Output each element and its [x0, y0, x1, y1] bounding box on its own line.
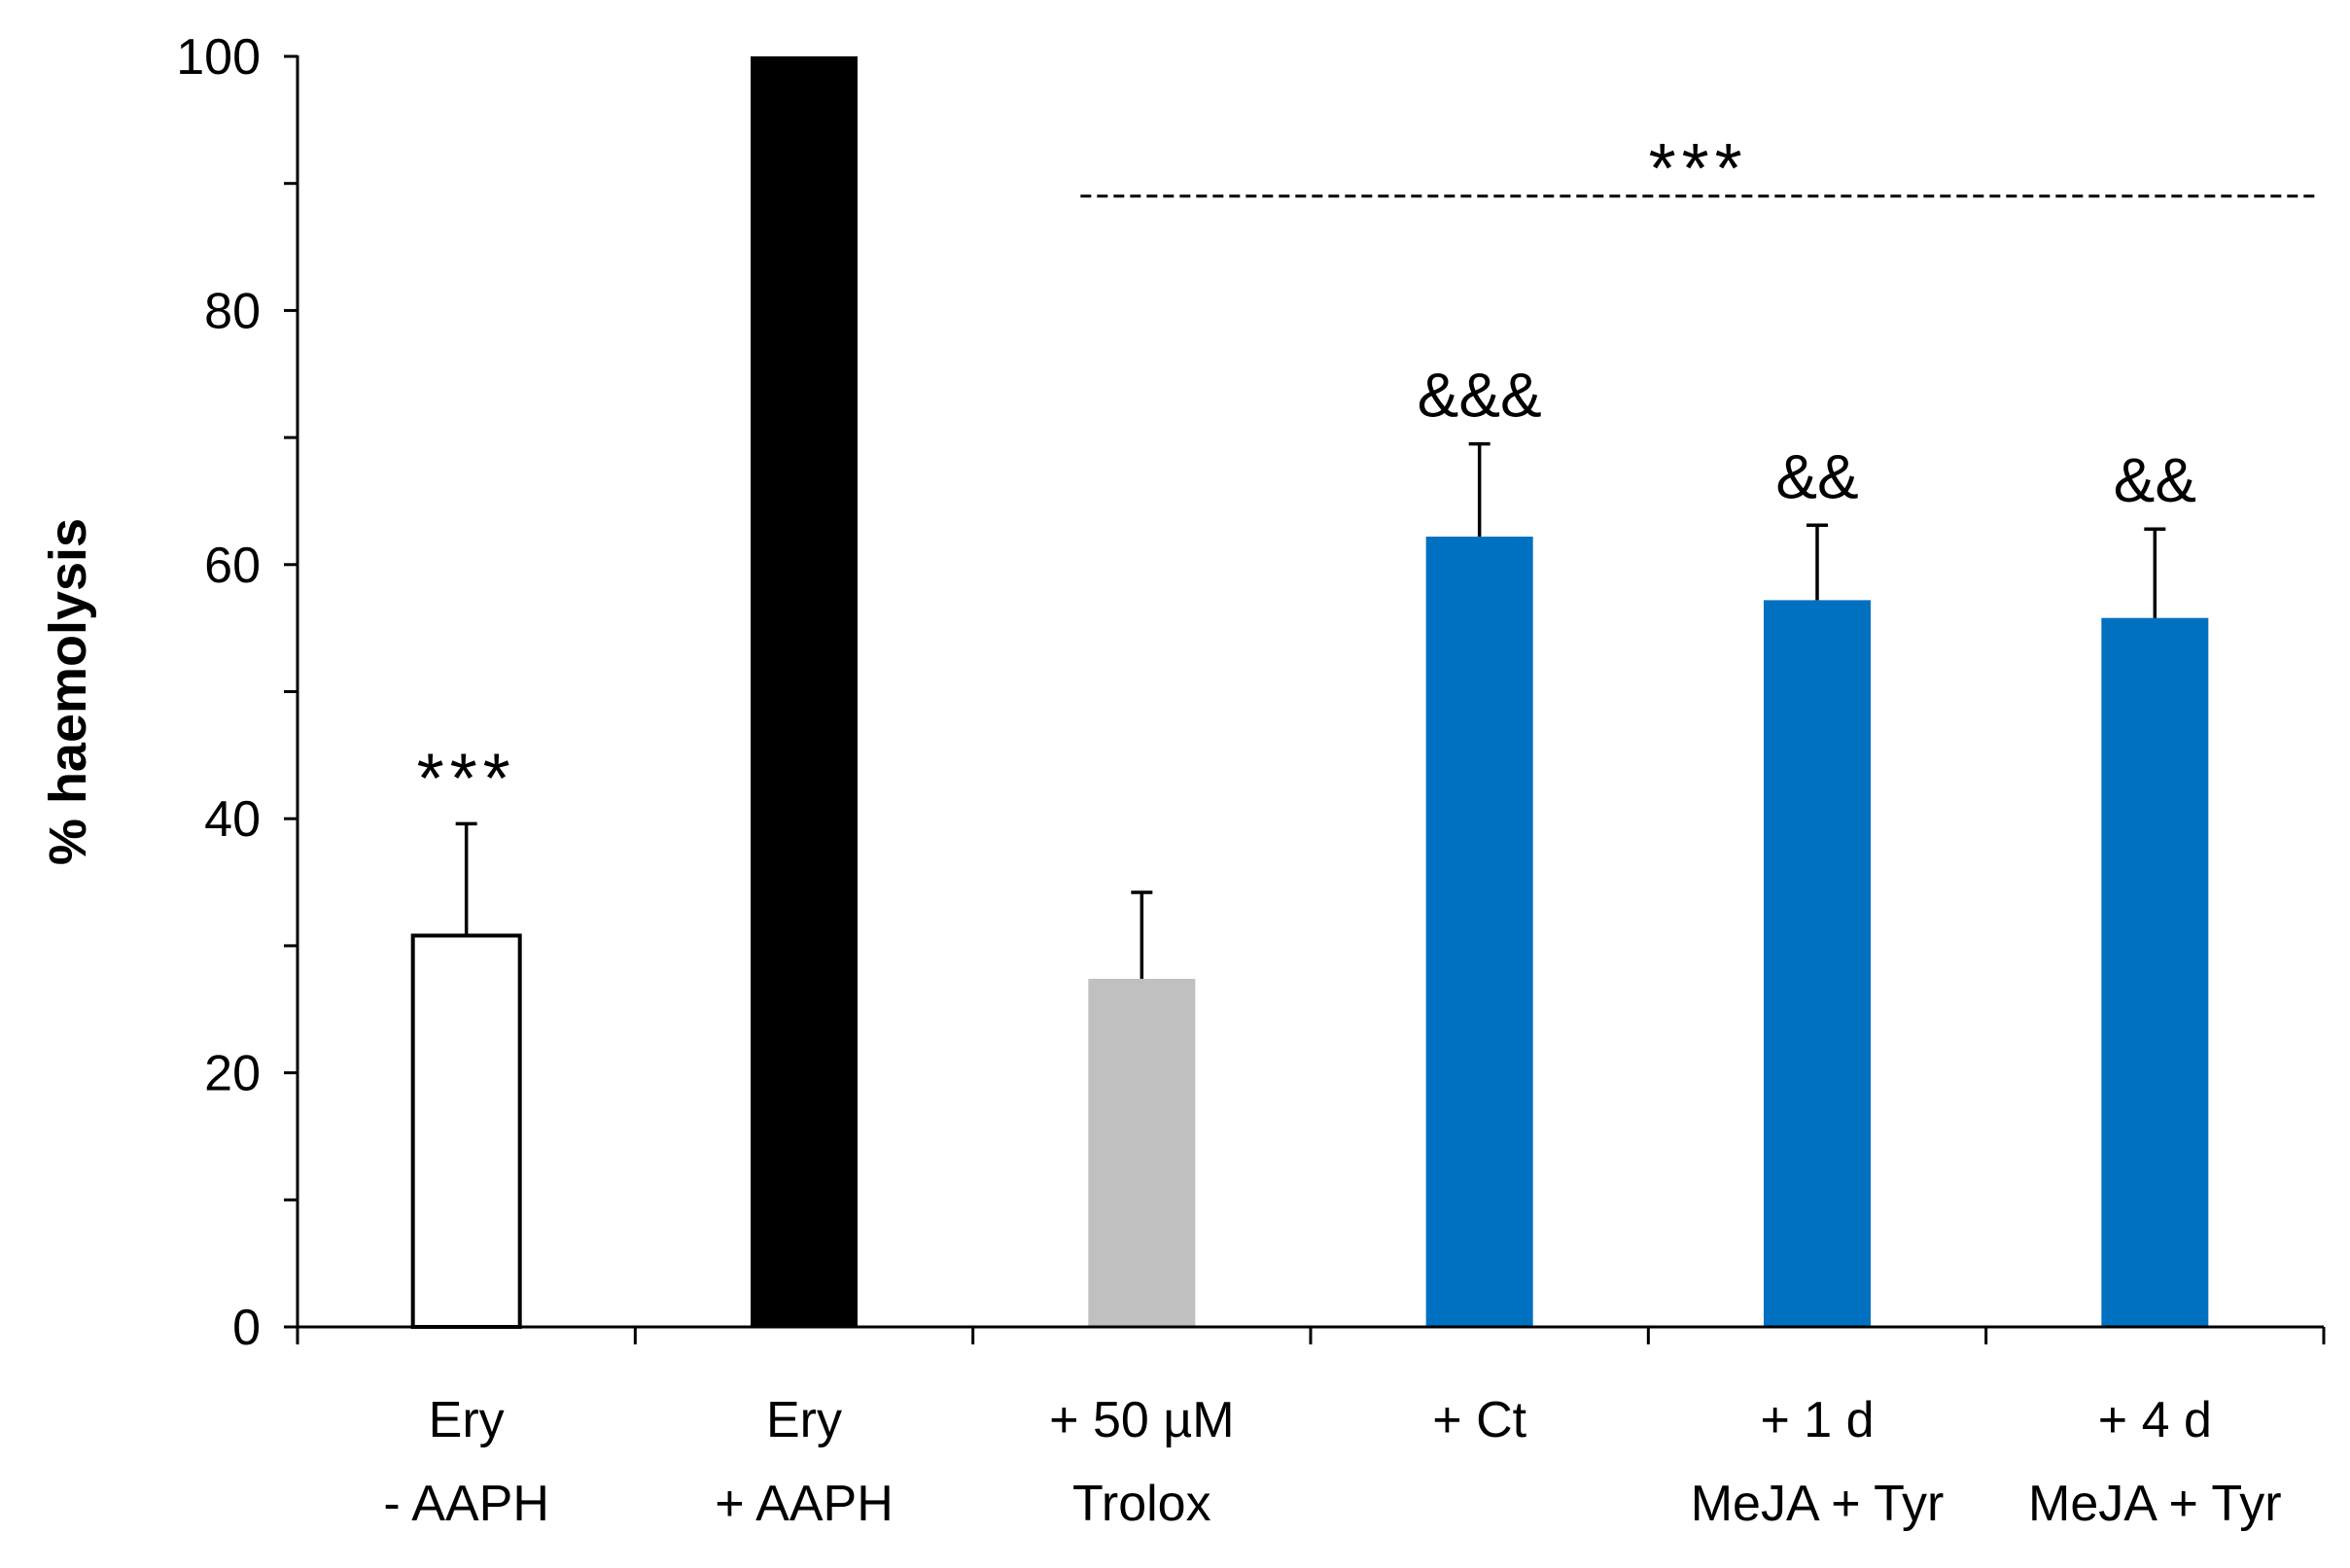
y-tick-label-80: 80 [204, 283, 261, 339]
group-annotation-text: *** [1649, 130, 1748, 208]
y-tick-label-60: 60 [204, 538, 261, 594]
bar-3 [1425, 537, 1533, 1327]
category-label-5: + 4 d MeJA + Tyr [2028, 1392, 2282, 1532]
y-axis-label: % haemolysis [39, 518, 97, 865]
y-tick-label-20: 20 [204, 1046, 261, 1102]
bar-4 [1764, 600, 1871, 1327]
bar-annotation-5: && [2114, 445, 2196, 515]
category-label-line: + 1 d [1760, 1392, 1874, 1448]
bar-2 [1088, 978, 1196, 1327]
category-label-3: + Ct [1432, 1392, 1526, 1448]
category-label-1: Ery + AAPH [715, 1392, 894, 1532]
y-tick-label-40: 40 [204, 791, 261, 848]
category-label-line: + AAPH [715, 1476, 894, 1532]
category-label-line: Ery [766, 1392, 842, 1448]
category-label-line: MeJA + Tyr [1691, 1476, 1945, 1532]
bars-layer [410, 56, 2209, 1329]
bar-annotation-3: &&& [1418, 361, 1542, 431]
category-label-line: Ery [429, 1392, 505, 1448]
y-tick-label-100: 100 [176, 29, 261, 86]
category-label-line: MeJA + Tyr [2028, 1476, 2282, 1532]
bar-1 [751, 56, 858, 1327]
y-tick-label-0: 0 [232, 1300, 261, 1356]
bar-annotation-0: *** [417, 740, 516, 818]
axes-layer: 0 20 40 60 80 100 Ery - AAPH Ery + AAPH + 50 µM Tro… [176, 29, 2326, 1532]
error-bars-layer [455, 441, 2166, 979]
category-label-0: Ery - AAPH [383, 1392, 549, 1532]
category-label-line: Trolox [1072, 1476, 1211, 1532]
annotations-layer: ***&&&&& &&*** [417, 130, 2316, 818]
category-label-line: + 4 d [2098, 1392, 2212, 1448]
bar-5 [2101, 617, 2209, 1327]
bar-annotation-4: && [1775, 441, 1858, 511]
bar-0 [410, 933, 522, 1329]
category-label-2: + 50 µM Trolox [1049, 1392, 1234, 1532]
category-label-line: + 50 µM [1049, 1392, 1234, 1448]
category-label-4: + 1 d MeJA + Tyr [1691, 1392, 1945, 1532]
category-label-line: + Ct [1432, 1392, 1526, 1448]
category-label-line: - AAPH [383, 1476, 549, 1532]
